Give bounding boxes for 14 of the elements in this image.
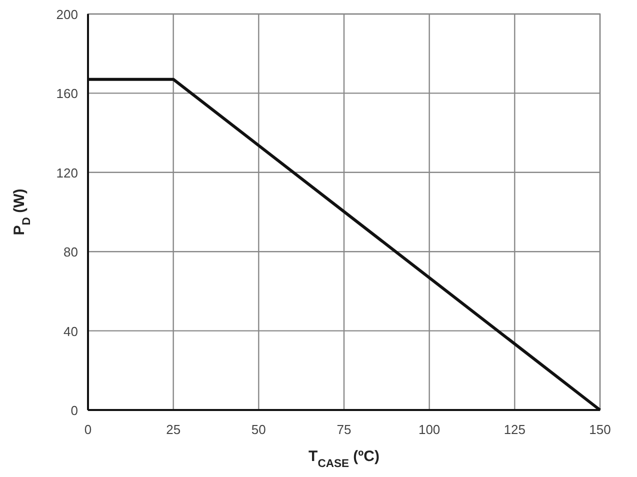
- x-tick-label: 125: [504, 422, 526, 437]
- y-tick-label: 0: [70, 403, 78, 418]
- y-tick-label: 160: [56, 86, 78, 102]
- x-axis-title: T$_{CASE}$ (ºC): [308, 448, 380, 470]
- y-tick-label: 200: [56, 7, 78, 22]
- x-tick-label: 150: [589, 422, 611, 437]
- y-tick-label: 120: [56, 165, 78, 180]
- y-tick-label: 40: [64, 324, 78, 339]
- x-tick-label: 100: [418, 422, 440, 437]
- x-tick-label: 0: [84, 422, 92, 437]
- x-tick-label: 50: [251, 422, 266, 437]
- y-tick-label: 80: [64, 244, 78, 260]
- x-tick-label: 75: [336, 422, 352, 437]
- x-tick-label: 25: [166, 422, 181, 437]
